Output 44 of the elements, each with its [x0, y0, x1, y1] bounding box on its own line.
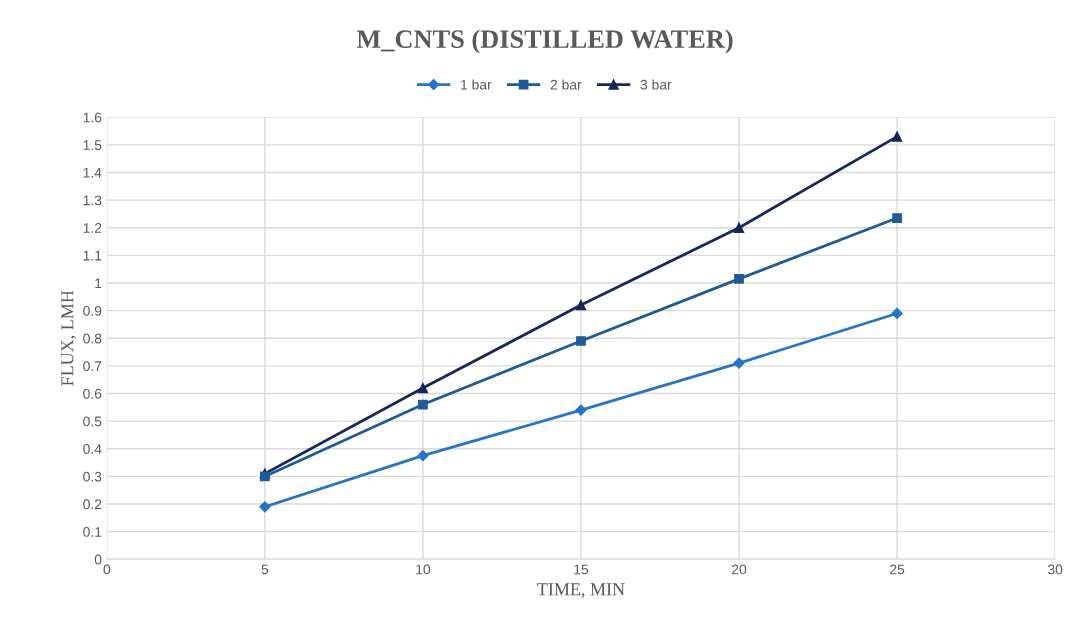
point [891, 131, 903, 142]
x-tick-label: 30 [1047, 564, 1063, 575]
point [892, 213, 902, 223]
point [417, 382, 429, 394]
x-tick-label: 15 [574, 564, 589, 575]
chart-title: M_CNTS (DISTILLED WATER) [356, 29, 733, 54]
point [891, 307, 903, 319]
y-tick-label: 1.5 [83, 140, 102, 151]
point [260, 471, 270, 482]
x-tick-label: 5 [261, 564, 269, 575]
y-tick-label: 0.7 [83, 361, 102, 372]
point [417, 450, 429, 462]
x-axis-title: TIME, MIN [537, 583, 625, 598]
point [418, 399, 428, 410]
y-tick-label: 0.2 [83, 499, 102, 510]
legend-label: 3 bar [640, 79, 672, 90]
x-tick-label: 10 [416, 564, 431, 575]
point [259, 501, 271, 513]
y-tick-label: 0.3 [83, 471, 102, 482]
x-tick-label: 0 [103, 564, 111, 575]
y-axis-title: FLUX, LMH [61, 290, 77, 386]
y-tick-label: 1.3 [83, 195, 102, 206]
y-tick-label: 0 [94, 554, 102, 565]
point [733, 222, 745, 233]
legend-label: 2 bar [550, 79, 582, 90]
point [576, 336, 586, 346]
y-tick-label: 1.2 [83, 223, 102, 233]
y-tick-label: 1.1 [83, 250, 102, 261]
point [575, 299, 587, 311]
point [575, 404, 587, 416]
y-tick-label: 1 [95, 278, 102, 289]
x-tick-label: 25 [890, 564, 905, 575]
y-tick-label: 0.6 [83, 388, 102, 399]
y-tick-label: 0.9 [83, 305, 102, 316]
y-tick-label: 1.4 [83, 167, 102, 178]
point [733, 357, 745, 369]
legend-label: 1 bar [461, 79, 492, 90]
y-tick-label: 1.6 [83, 112, 102, 123]
y-tick-label: 0.1 [83, 526, 102, 537]
y-tick-label: 0.4 [83, 444, 102, 454]
y-tick-label: 0.5 [83, 416, 102, 427]
x-tick-label: 20 [732, 564, 747, 575]
point [734, 273, 744, 284]
y-tick-label: 0.8 [83, 333, 102, 344]
